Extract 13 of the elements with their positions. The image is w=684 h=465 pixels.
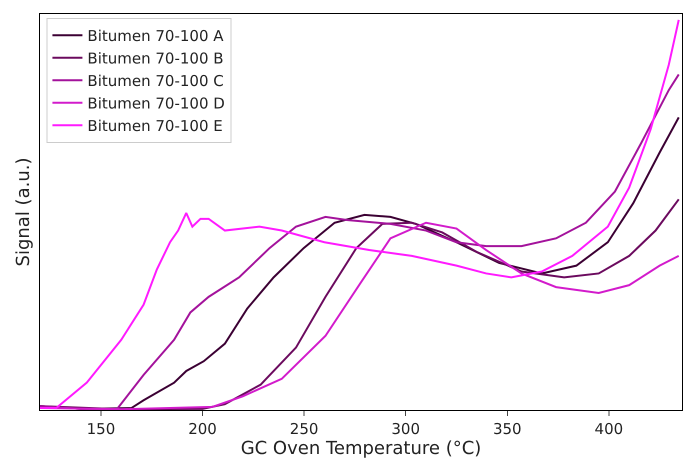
x-axis-title: GC Oven Temperature (°C) (240, 438, 482, 460)
legend-label: Bitumen 70-100 C (87, 72, 224, 90)
x-tick-label: 250 (290, 420, 318, 438)
legend-label: Bitumen 70-100 B (87, 50, 224, 68)
legend-label: Bitumen 70-100 D (87, 94, 225, 113)
x-tick-label: 150 (86, 420, 116, 438)
x-tick-label: 350 (492, 420, 522, 438)
x-tick-label: 300 (391, 420, 420, 438)
legend-label: Bitumen 70-100 A (87, 27, 224, 46)
legend-label: Bitumen 70-100 E (87, 117, 223, 136)
x-tick-label: 200 (188, 420, 217, 438)
x-tick-label: 400 (594, 420, 624, 438)
y-axis-title: Signal (a.u.) (13, 158, 34, 266)
